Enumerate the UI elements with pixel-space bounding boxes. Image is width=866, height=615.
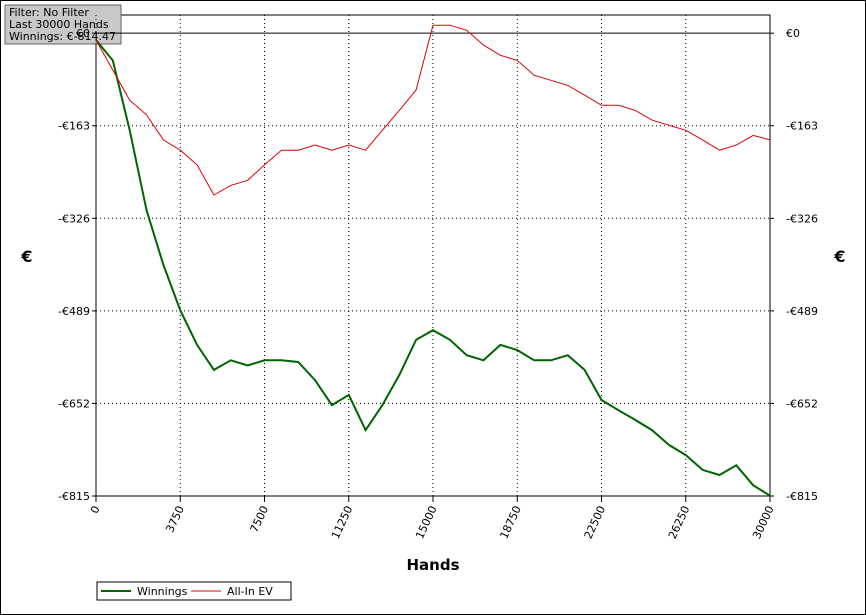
y-tick-label: -€652 [58,397,90,410]
info-winnings: Winnings: €-814.47 [9,30,116,43]
info-box [4,4,122,45]
y-tick-label-right: €0 [786,27,800,40]
y-axis-label: € [20,247,32,266]
y-tick-label: -€326 [58,212,90,225]
y-tick-label-right: -€326 [786,212,818,225]
y-axis-label-right: € [833,247,845,266]
x-axis-label: Hands [406,556,459,574]
y-tick-label: -€815 [58,490,90,503]
info-filter: Filter: No Filter [9,6,89,19]
series-line [95,24,771,196]
x-tick-label: 0 [88,504,103,516]
info-hands: Last 30000 Hands [9,18,109,31]
y-tick-label: -€163 [58,120,90,133]
y-tick-label-right: -€815 [786,490,818,503]
y-tick-label-right: -€163 [786,120,818,133]
y-tick-label: -€489 [58,305,90,318]
legend-label: Winnings [137,585,188,598]
y-tick-label: €0 [76,27,90,40]
y-tick-label-right: -€489 [786,305,818,318]
series-line [95,39,771,497]
y-tick-label-right: -€652 [786,397,818,410]
legend-label: All-In EV [227,585,273,598]
